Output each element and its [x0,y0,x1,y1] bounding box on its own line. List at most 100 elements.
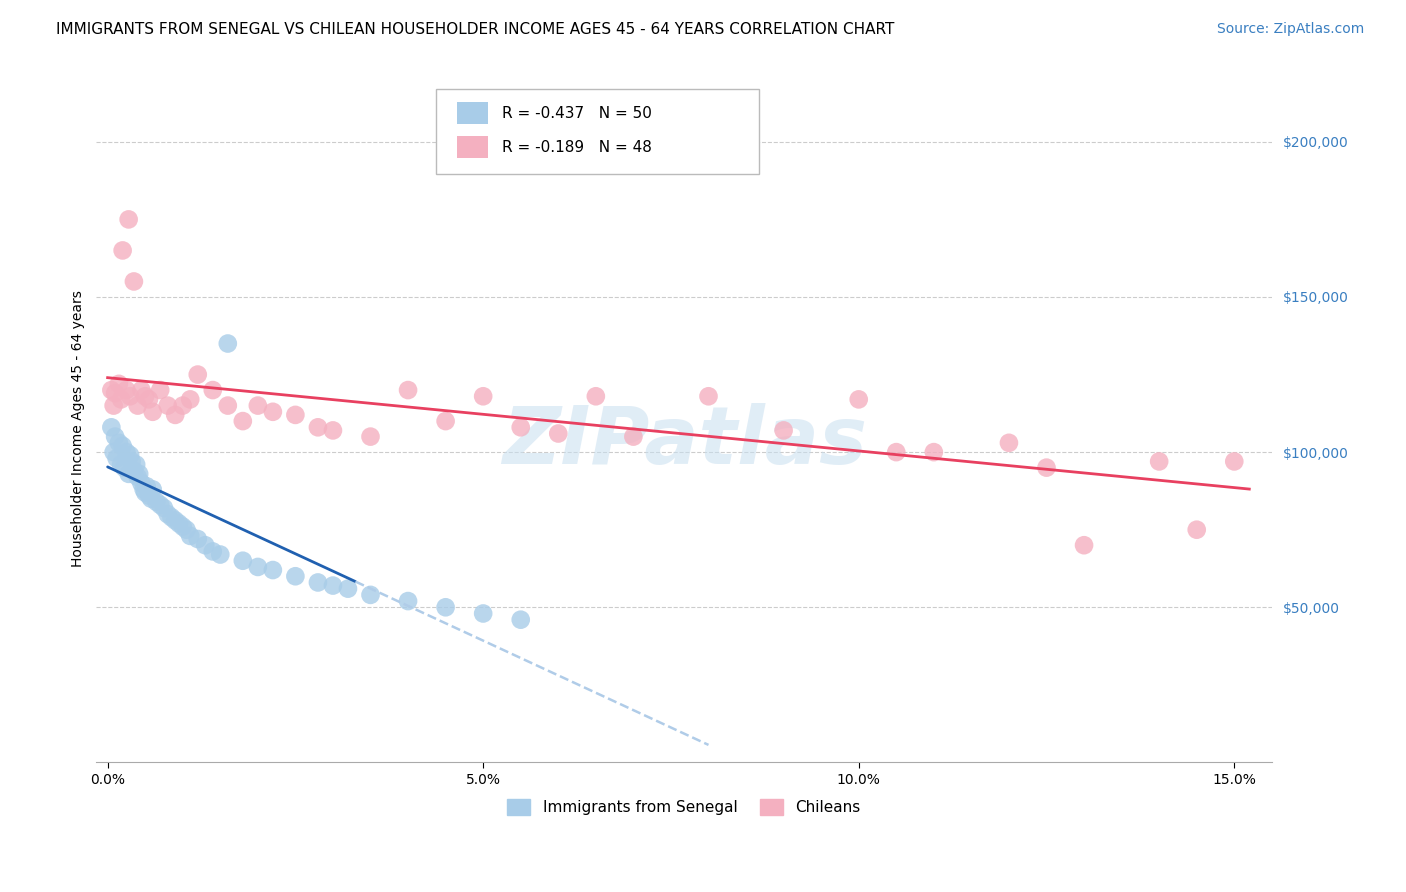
Point [585,389,607,403]
Point [434,600,457,615]
Point [165,408,187,422]
Point [232,414,254,428]
Point [1147,454,1170,468]
Point [360,588,382,602]
Point [187,368,209,382]
Text: Source: ZipAtlas.com: Source: ZipAtlas.com [1216,22,1364,37]
Point [284,408,307,422]
Point [128,467,150,481]
Point [103,445,125,459]
Point [998,435,1021,450]
Point [697,389,720,403]
Point [100,420,122,434]
Point [472,607,495,621]
Point [547,426,569,441]
Point [165,513,187,527]
Point [396,383,419,397]
Text: R = -0.437   N = 50: R = -0.437 N = 50 [502,106,652,120]
Point [322,578,344,592]
Point [104,429,127,443]
Point [176,523,198,537]
Point [138,392,160,407]
Text: IMMIGRANTS FROM SENEGAL VS CHILEAN HOUSEHOLDER INCOME AGES 45 - 64 YEARS CORRELA: IMMIGRANTS FROM SENEGAL VS CHILEAN HOUSE… [56,22,894,37]
Point [179,529,201,543]
Point [194,538,217,552]
Point [336,582,359,596]
Point [434,414,457,428]
Point [108,435,131,450]
Point [232,554,254,568]
Point [100,383,122,397]
Point [187,532,209,546]
Point [156,399,179,413]
Point [103,399,125,413]
Point [179,392,201,407]
Point [284,569,307,583]
Point [509,613,531,627]
Point [141,491,163,506]
Point [201,383,224,397]
Point [153,500,176,515]
Point [115,445,138,459]
Point [111,439,134,453]
Text: R = -0.189   N = 48: R = -0.189 N = 48 [502,140,652,154]
Point [115,383,138,397]
Point [201,544,224,558]
Point [122,275,145,289]
Point [142,405,165,419]
Point [217,336,239,351]
Point [132,483,155,497]
Point [262,563,284,577]
Point [104,386,127,401]
Point [149,498,172,512]
Point [922,445,945,459]
Point [160,510,183,524]
Point [156,507,179,521]
Point [110,392,132,407]
Point [307,420,329,434]
Point [142,483,165,497]
Point [131,383,153,397]
Point [621,429,644,443]
Point [120,448,142,462]
Point [125,458,148,472]
Point [145,495,167,509]
Point [217,399,239,413]
Legend: Immigrants from Senegal, Chileans: Immigrants from Senegal, Chileans [502,793,868,822]
Point [509,420,531,434]
Point [134,485,156,500]
Point [135,479,157,493]
Point [772,424,794,438]
Point [172,519,194,533]
Point [1223,454,1246,468]
Point [262,405,284,419]
Point [209,548,232,562]
Point [138,489,160,503]
Point [884,445,907,459]
Y-axis label: Householder Income Ages 45 - 64 years: Householder Income Ages 45 - 64 years [72,291,86,567]
Point [127,399,149,413]
Point [108,376,131,391]
Point [307,575,329,590]
Point [396,594,419,608]
Point [112,460,135,475]
Text: ZIPatlas: ZIPatlas [502,403,866,481]
Point [127,470,149,484]
Point [131,476,153,491]
Point [121,454,143,468]
Point [1035,460,1057,475]
Point [110,458,132,472]
Point [246,399,269,413]
Point [472,389,495,403]
Point [246,560,269,574]
Point [134,389,156,403]
Point [117,212,139,227]
Point [122,464,145,478]
Point [117,467,139,481]
Point [167,516,190,531]
Point [360,429,382,443]
Point [1185,523,1208,537]
Point [120,389,142,403]
Point [1073,538,1095,552]
Point [111,244,134,258]
